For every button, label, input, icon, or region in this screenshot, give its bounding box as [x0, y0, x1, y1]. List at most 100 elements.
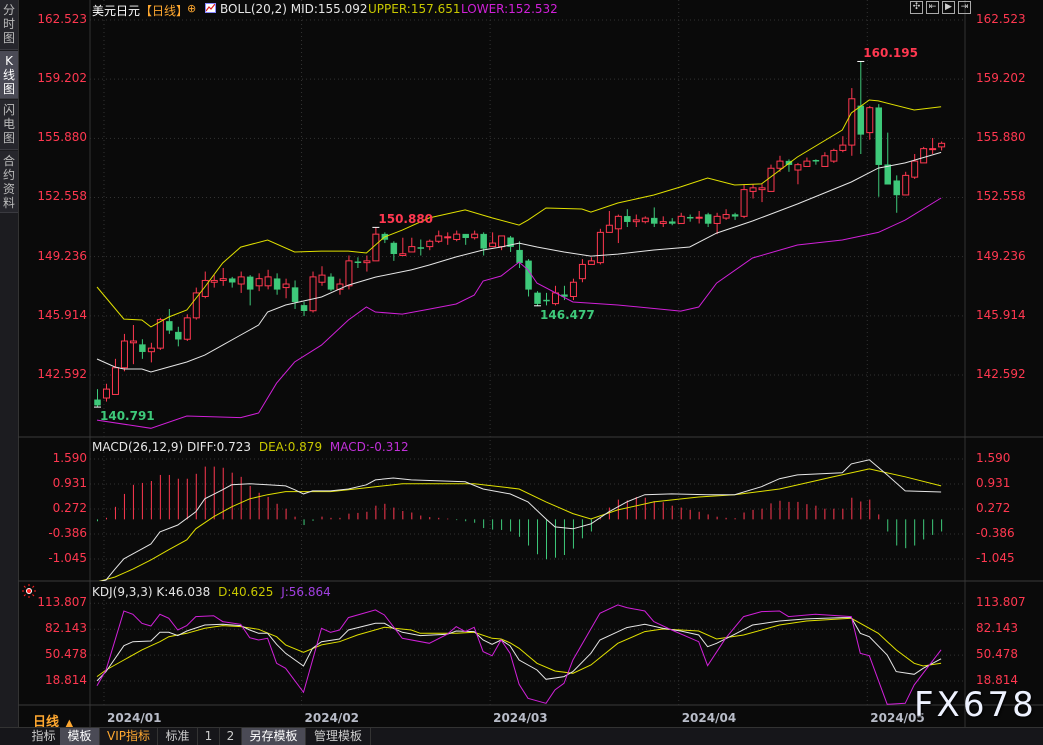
- price-tick-label-right: 149.236: [976, 248, 1026, 263]
- candle-body: [534, 292, 541, 304]
- candle: [525, 259, 532, 297]
- tab-standard[interactable]: 标准: [158, 728, 198, 745]
- candle: [102, 383, 110, 402]
- candle-body: [695, 216, 703, 219]
- date-tick-label: 2024/05: [870, 711, 925, 725]
- candle: [587, 257, 595, 265]
- candle-body: [345, 260, 353, 287]
- candle: [363, 255, 371, 272]
- tab-indicators[interactable]: 指标: [27, 728, 61, 745]
- macd-params: MACD(26,12,9): [92, 440, 184, 454]
- candle-body: [686, 216, 694, 219]
- candle-body: [884, 164, 891, 185]
- candle-body: [318, 274, 326, 283]
- candle: [884, 132, 891, 185]
- candle-body: [219, 278, 227, 281]
- candle: [453, 230, 461, 242]
- candle-body: [282, 283, 290, 289]
- candle: [641, 216, 649, 224]
- candle-body: [767, 167, 775, 192]
- candle-body: [677, 215, 685, 224]
- candle: [668, 218, 676, 226]
- zoom-start-icon[interactable]: ⇤: [926, 1, 939, 14]
- price-tick-label-right: 159.202: [976, 71, 1026, 86]
- candle-body: [749, 187, 757, 192]
- candle-body: [120, 340, 128, 369]
- candle: [300, 301, 308, 317]
- candle-body: [543, 299, 550, 302]
- view-sidebar: 分时图 K线图 闪电图 合约资料: [0, 0, 19, 744]
- macd-tick-label-right: -1.045: [976, 551, 1015, 565]
- candle-body: [408, 246, 416, 253]
- candle: [246, 275, 254, 306]
- kdj-k-line: [96, 617, 942, 682]
- candle-body: [641, 217, 649, 223]
- macd-tick-label: 0.272: [52, 501, 87, 516]
- candle-body: [489, 242, 497, 248]
- candle-body: [210, 279, 218, 283]
- candle: [938, 141, 946, 151]
- candle-body: [147, 347, 155, 353]
- macd-hist-value: MACD:-0.312: [329, 440, 409, 454]
- candle: [677, 212, 685, 224]
- price-tick-label-right: 155.880: [976, 130, 1026, 145]
- macd-title: MACD(26,12,9) DIFF:0.723 DEA:0.879 MACD:…: [92, 440, 409, 454]
- kdj-tick-label-right: 82.143: [976, 621, 1018, 636]
- candle-body: [614, 215, 622, 230]
- period-selector[interactable]: 日线 ▲: [33, 711, 73, 730]
- zoom-end-icon[interactable]: ⇥: [958, 1, 971, 14]
- candle: [839, 136, 847, 153]
- tab-vip-indicators[interactable]: VIP指标: [100, 728, 158, 745]
- candle: [426, 239, 434, 251]
- macd-diff-value: DIFF:0.723: [186, 440, 252, 454]
- candle-body: [848, 98, 856, 146]
- candles: [94, 61, 946, 408]
- candle: [848, 88, 856, 156]
- candle: [219, 267, 227, 286]
- high-price-label: 160.195: [863, 46, 918, 61]
- tab-templates[interactable]: 模板: [60, 728, 100, 745]
- candle-body: [228, 278, 236, 283]
- price-tick-label: 142.592: [37, 367, 87, 381]
- candle-body: [551, 292, 559, 305]
- crosshair-icon[interactable]: ⊕: [187, 2, 197, 15]
- tab-kline-chart[interactable]: K线图: [0, 51, 18, 99]
- candle-body: [776, 160, 784, 169]
- candle: [830, 148, 838, 163]
- candle: [318, 266, 326, 286]
- candle-body: [462, 233, 469, 238]
- candle-body: [453, 233, 461, 240]
- candle-body: [587, 260, 595, 265]
- tab-template-1[interactable]: 1: [198, 728, 220, 745]
- play-icon[interactable]: ▶: [942, 1, 955, 14]
- indicator-chart-icon[interactable]: [205, 3, 216, 13]
- candle-body: [911, 160, 919, 178]
- macd-tick-label: 0.931: [52, 476, 87, 490]
- tab-contract-info[interactable]: 合约资料: [0, 151, 18, 213]
- candle-body: [444, 236, 452, 239]
- tab-timeshare-chart[interactable]: 分时图: [0, 0, 18, 50]
- candle: [228, 276, 236, 288]
- candle-body: [246, 276, 254, 290]
- tab-flash-chart[interactable]: 闪电图: [0, 100, 18, 150]
- candle: [345, 255, 353, 290]
- kdj-tick-label: 82.143: [45, 621, 87, 636]
- candle: [578, 259, 586, 283]
- candle: [624, 209, 631, 228]
- candle-body: [866, 107, 874, 134]
- candle-body: [794, 164, 802, 171]
- candle: [821, 152, 829, 167]
- candle-body: [893, 180, 900, 196]
- indicator-settings-icon[interactable]: [22, 583, 36, 598]
- candle: [498, 235, 506, 251]
- candle: [444, 232, 452, 245]
- save-template-button[interactable]: 另存模板: [242, 728, 306, 745]
- move-icon[interactable]: ✣: [910, 1, 923, 14]
- tab-template-2[interactable]: 2: [220, 728, 242, 745]
- candle: [183, 314, 191, 342]
- manage-templates-button[interactable]: 管理模板: [306, 728, 371, 745]
- candle: [175, 326, 182, 347]
- low-price-label: 140.791: [100, 409, 155, 424]
- candle: [875, 104, 883, 197]
